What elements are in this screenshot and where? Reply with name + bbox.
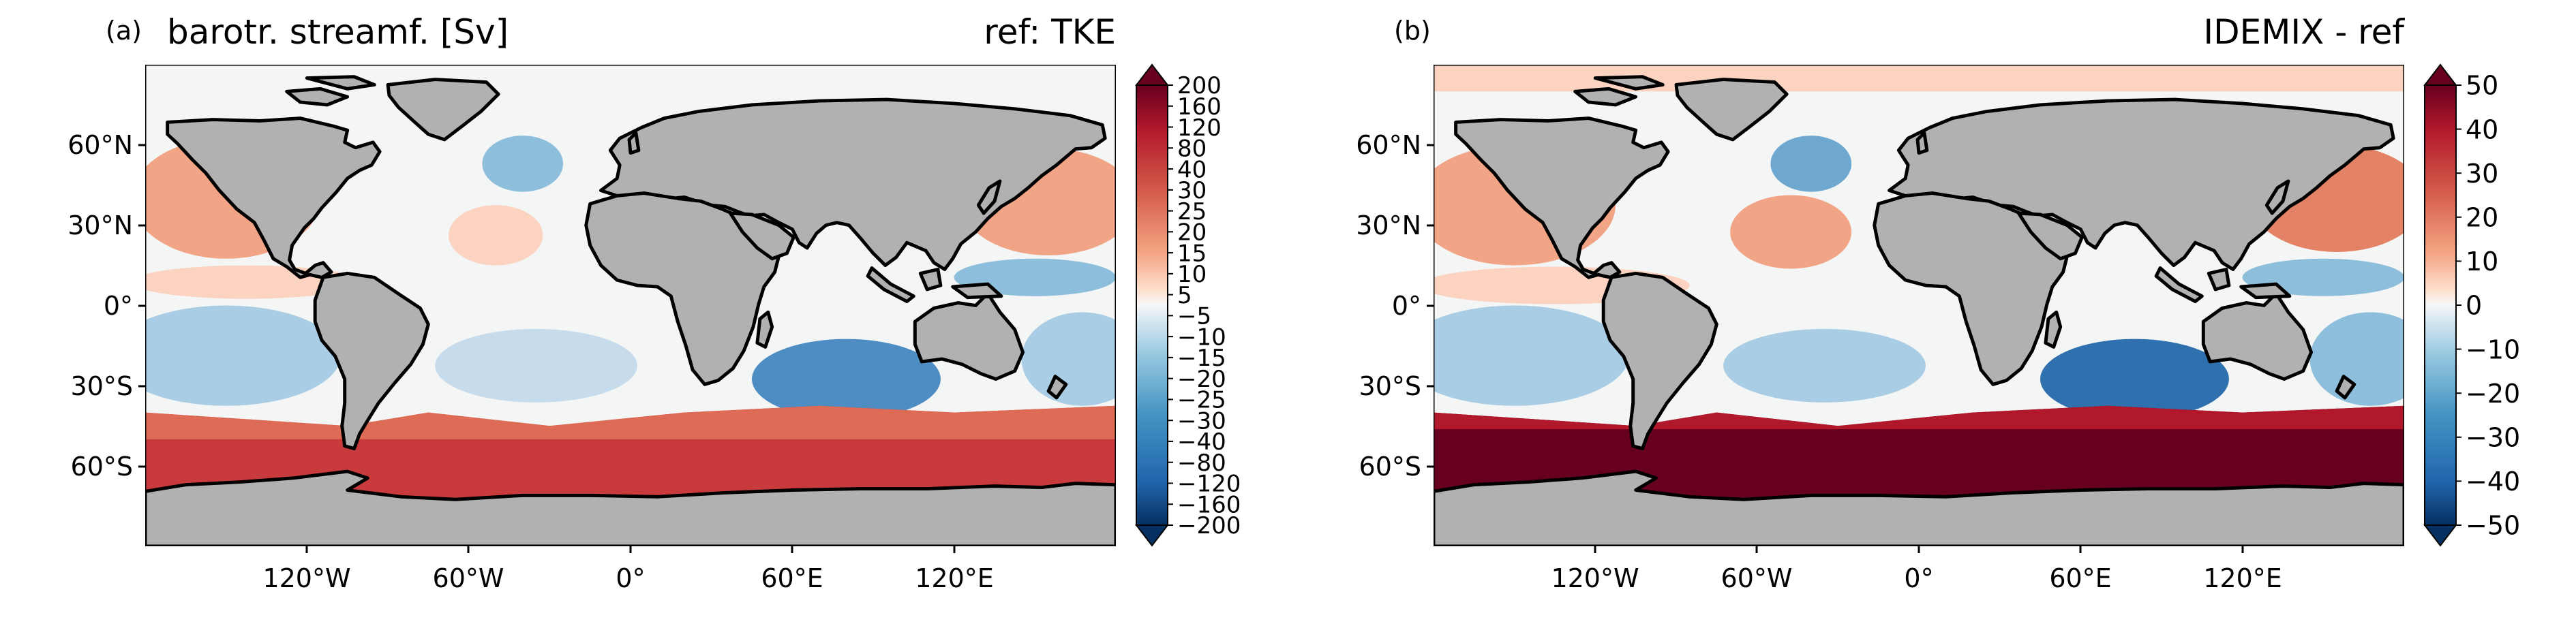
south-pacific-gyre-east-b	[2309, 312, 2404, 406]
indian-ocean-gyre-b	[2040, 339, 2229, 420]
colorbar-tick-label: 10	[1177, 261, 1207, 288]
lon-label-60e-b: 60°E	[2049, 563, 2111, 593]
north-pacific-subpolar-gyre-a	[954, 258, 1116, 296]
colorbar-tick-label: −40	[2466, 467, 2520, 497]
panel-a-title-right: ref: TKE	[984, 12, 1116, 52]
colorbar-tick-label: 30	[1177, 177, 1207, 204]
colorbar-tick-label: −10	[2466, 334, 2520, 364]
colorbar-tick-label: −20	[2466, 379, 2520, 409]
north-pacific-subpolar-gyre-b	[2242, 258, 2404, 296]
colorbar-tick-label: −120	[1177, 471, 1241, 498]
map-b	[1434, 65, 2404, 546]
subpolar-n-atlantic-gyre-b	[1770, 136, 1852, 192]
colorbar-tick-label: 15	[1177, 240, 1207, 267]
subpolar-n-atlantic-gyre-a	[482, 136, 564, 192]
panel-b: (b) IDEMIX - ref	[1356, 12, 2520, 593]
lon-label-120w-b: 120°W	[1551, 563, 1639, 593]
lon-label-60w-b: 60°W	[1721, 563, 1793, 593]
colorbar-tick-label: −80	[1177, 450, 1226, 477]
colorbar-tick-label: 5	[1177, 282, 1192, 309]
colorbar-tick-label: −5	[1177, 303, 1211, 330]
colorbar-tick-label: 20	[1177, 219, 1207, 247]
colorbar-tick-label: 40	[1177, 156, 1207, 183]
map-a	[145, 65, 1116, 546]
lat-label-0-a: 0°	[104, 291, 133, 321]
colorbar-tick-label: 50	[2466, 71, 2498, 101]
colorbar-tick-label: −10	[1177, 324, 1226, 351]
lat-ticks-b	[1427, 144, 1434, 468]
colorbar-b: 50 40 30 20 10 0 −10 −20 −30 −40 −50	[2423, 63, 2520, 547]
colorbar-tick-label: 0	[2466, 291, 2482, 321]
lon-label-60e-a: 60°E	[761, 563, 823, 593]
lat-label-60s-b: 60°S	[1359, 452, 1421, 482]
lon-label-60w-a: 60°W	[433, 563, 504, 593]
south-pacific-gyre-west-a	[145, 305, 341, 406]
colorbar-tick-label: −200	[1177, 512, 1241, 539]
colorbar-tick-label: −20	[1177, 366, 1226, 393]
subtropical-n-atlantic-gyre-b	[1730, 195, 1852, 269]
indian-ocean-gyre-a	[752, 339, 941, 420]
lat-label-60s-a: 60°S	[71, 452, 133, 482]
panel-b-title-right: IDEMIX - ref	[2203, 12, 2405, 52]
lon-label-0-a: 0°	[616, 563, 645, 593]
colorbar-tick-label: 40	[2466, 114, 2498, 144]
south-pacific-gyre-east-a	[1021, 312, 1116, 406]
colorbar-tick-label: −30	[1177, 407, 1226, 435]
colorbar-tick-label: −30	[2466, 422, 2520, 452]
colorbar-tick-label: 25	[1177, 198, 1207, 225]
south-atlantic-gyre-a	[435, 328, 637, 403]
panel-a-letter: (a)	[106, 16, 142, 46]
colorbar-tick-label: −15	[1177, 345, 1226, 372]
lat-label-60n-b: 60°N	[1356, 130, 1421, 160]
lat-label-0-b: 0°	[1392, 291, 1421, 321]
colorbar-tick-label: −40	[1177, 428, 1226, 456]
south-pacific-gyre-west-b	[1434, 305, 1629, 406]
lat-label-30n-a: 30°N	[67, 210, 133, 240]
colorbar-tick-label: −25	[1177, 387, 1226, 414]
lon-ticks-a	[305, 546, 956, 553]
colorbar-tick-label: 120	[1177, 114, 1222, 142]
panel-b-letter: (b)	[1394, 16, 1431, 46]
subtropical-n-atlantic-gyre-a	[449, 205, 543, 266]
colorbar-tick-label: 10	[2466, 247, 2498, 277]
colorbar-tick-label: 160	[1177, 93, 1222, 121]
lat-label-30s-b: 30°S	[1359, 371, 1421, 401]
panel-a: (a) barotr. streamf. [Sv] ref: TKE	[67, 12, 1241, 593]
lon-label-120w-a: 120°W	[262, 563, 350, 593]
lat-label-30n-b: 30°N	[1356, 210, 1421, 240]
lon-label-120e-b: 120°E	[2203, 563, 2282, 593]
colorbar-tick-label: 80	[1177, 136, 1207, 163]
lon-label-120e-a: 120°E	[915, 563, 994, 593]
lat-label-30s-a: 30°S	[71, 371, 133, 401]
south-atlantic-gyre-b	[1723, 328, 1926, 403]
panel-a-title-left: barotr. streamf. [Sv]	[167, 12, 509, 52]
colorbar-tick-label: 20	[2466, 202, 2498, 232]
colorbar-tick-label: 200	[1177, 72, 1222, 99]
colorbar-tick-label: 30	[2466, 159, 2498, 189]
lon-ticks-b	[1594, 546, 2244, 553]
lat-ticks-a	[138, 144, 145, 468]
colorbar-tick-label: −50	[2466, 511, 2520, 541]
colorbar-tick-label: −160	[1177, 491, 1241, 518]
lat-label-60n-a: 60°N	[67, 130, 133, 160]
colorbar-a: 200160120804030252015105−5−10−15−20−25−3…	[1134, 63, 1241, 547]
lon-label-0-b: 0°	[1904, 563, 1933, 593]
